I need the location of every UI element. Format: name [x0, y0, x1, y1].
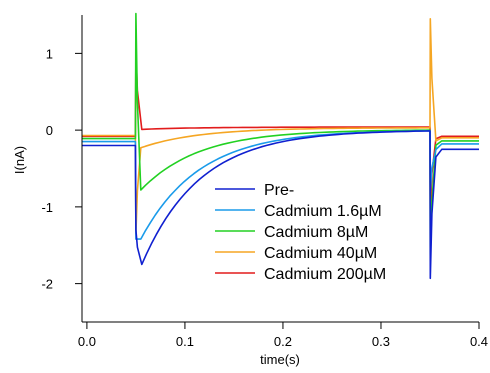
series-trace [82, 18, 479, 235]
x-axis-ticks: 0.0 0.1 0.2 0.3 0.4 [78, 322, 488, 349]
x-tick-label: 0.1 [176, 334, 194, 349]
y-tick-label: -2 [41, 277, 53, 292]
x-tick-label: 0.0 [78, 334, 96, 349]
y-tick-label: 0 [46, 123, 53, 138]
series-trace [82, 12, 479, 263]
legend-label: Pre- [264, 182, 294, 199]
legend-label: Cadmium 1.6µM [264, 203, 382, 220]
legend-label: Cadmium 40µM [264, 245, 377, 262]
y-tick-label: -1 [41, 200, 53, 215]
series-trace [82, 130, 479, 280]
legend: Pre- Cadmium 1.6µM Cadmium 8µM Cadmium 40µM… [215, 182, 386, 283]
x-tick-label: 0.2 [274, 334, 292, 349]
legend-label: Cadmium 8µM [264, 224, 368, 241]
trace-layer [82, 12, 479, 280]
x-axis-title: time(s) [260, 352, 300, 367]
y-tick-label: 1 [46, 46, 53, 61]
x-tick-label: 0.3 [372, 334, 390, 349]
series-trace [82, 51, 479, 212]
y-axis-title: I(nA) [12, 146, 27, 174]
x-tick-label: 0.4 [470, 334, 488, 349]
legend-label: Cadmium 200µM [264, 266, 386, 283]
y-axis-ticks: -2 -1 0 1 [41, 46, 82, 292]
